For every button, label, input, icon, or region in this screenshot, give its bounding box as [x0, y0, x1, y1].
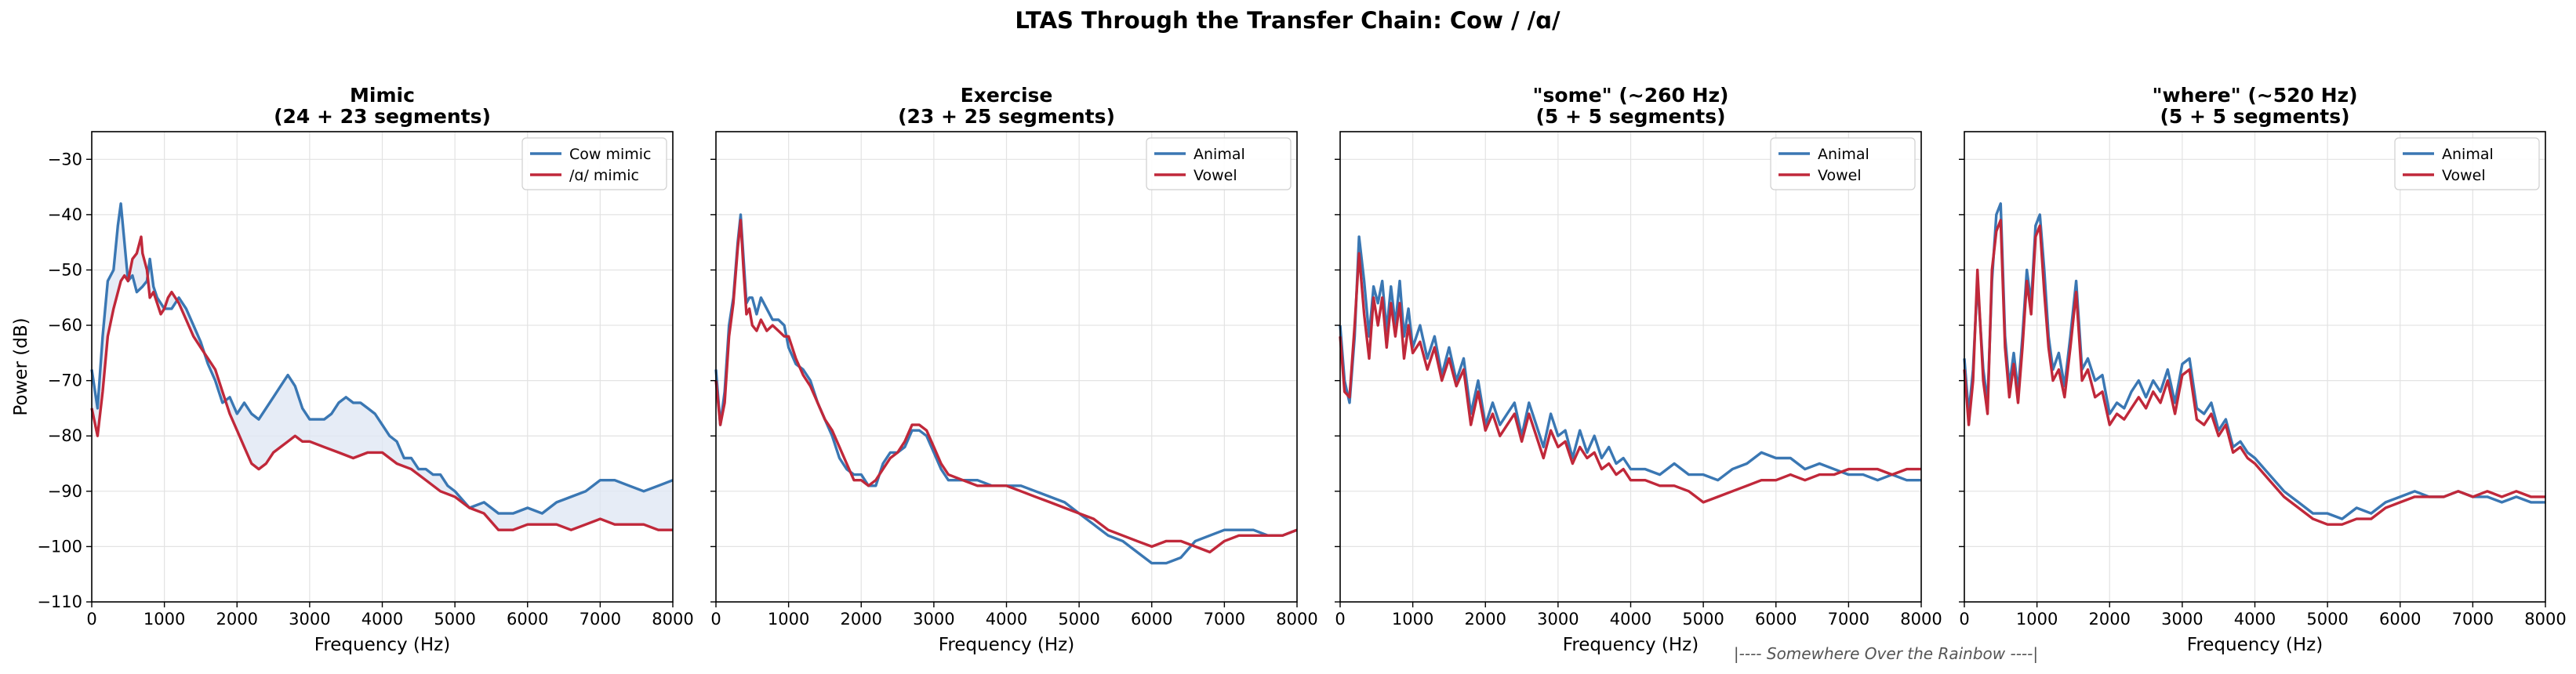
panel-title: "some" (~260 Hz): [1533, 84, 1729, 107]
panel-title: Exercise: [961, 84, 1053, 107]
x-tick-label: 7000: [1204, 610, 1245, 629]
chart-panel: 0 1000 2000 3000 4000 5000 6000 7000 8000 Exercis…: [710, 84, 1318, 655]
x-tick-label: 5000: [434, 610, 475, 629]
chart-panels: 0 1000 2000 3000 4000 5000 6000 7000 8000 −110 −10…: [11, 84, 2567, 655]
legend-box: [521, 137, 667, 190]
x-tick-label: 3000: [913, 610, 954, 629]
x-tick-label: 2000: [1465, 610, 1506, 629]
x-axis-label: Frequency (Hz): [314, 635, 450, 655]
series-line: [714, 219, 1298, 554]
y-tick-label: −90: [48, 482, 82, 501]
y-tick-label: −110: [37, 592, 82, 611]
x-tick-label: 0: [86, 610, 96, 629]
x-tick-label: 6000: [1131, 610, 1172, 629]
legend-box: [2394, 137, 2540, 190]
panel-subtitle: (5 + 5 segments): [2160, 105, 2349, 128]
legend-box: [1146, 137, 1292, 190]
series-line: [90, 235, 673, 531]
x-tick-label: 4000: [1610, 610, 1651, 629]
x-tick-label: 8000: [652, 610, 693, 629]
legend-label: Animal: [1818, 146, 1869, 163]
y-tick-label: −70: [48, 371, 82, 390]
figure-suptitle: LTAS Through the Transfer Chain: Cow / /…: [1015, 7, 1560, 34]
chart-panel: 0 1000 2000 3000 4000 5000 6000 7000 8000 −110 −10…: [11, 84, 694, 655]
x-axis-label: Frequency (Hz): [2187, 635, 2323, 655]
fill-between-area: [92, 203, 673, 531]
legend-label: Vowel: [1818, 167, 1862, 184]
y-tick-label: −50: [48, 260, 82, 279]
x-tick-label: 1000: [2016, 610, 2058, 629]
chart-panel: 0 1000 2000 3000 4000 5000 6000 7000 8000 "where"…: [1959, 84, 2567, 655]
y-axis-label: Power (dB): [11, 317, 31, 415]
x-tick-label: 0: [1959, 610, 1969, 629]
figure-footnote: |---- Somewhere Over the Rainbow ----|: [1734, 644, 2038, 663]
y-tick-label: −80: [48, 426, 82, 445]
x-tick-label: 8000: [1900, 610, 1942, 629]
legend-label: Cow mimic: [569, 146, 652, 163]
y-tick-label: −30: [48, 150, 82, 168]
x-tick-label: 2000: [2089, 610, 2131, 629]
x-tick-label: 2000: [216, 610, 258, 629]
legend: Cow mimic/ɑ/ mimic: [521, 137, 667, 190]
legend-label: Animal: [2442, 146, 2494, 163]
y-tick-label: −100: [37, 537, 82, 556]
x-tick-label: 1000: [768, 610, 809, 629]
panel-subtitle: (23 + 25 segments): [898, 105, 1115, 128]
legend-box: [1770, 137, 1916, 190]
x-tick-label: 6000: [2379, 610, 2421, 629]
x-tick-label: 6000: [507, 610, 548, 629]
legend-label: Animal: [1194, 146, 1245, 163]
y-tick-label: −40: [48, 205, 82, 224]
x-tick-label: 1000: [144, 610, 185, 629]
x-tick-label: 2000: [841, 610, 882, 629]
panel-title: "where" (~520 Hz): [2152, 84, 2357, 107]
x-tick-label: 8000: [2524, 610, 2566, 629]
x-tick-label: 5000: [1682, 610, 1724, 629]
legend: Animal Vowel: [1146, 137, 1292, 190]
panel-title: Mimic: [350, 84, 415, 107]
legend-label: /ɑ/ mimic: [569, 167, 639, 184]
y-tick-label: −60: [48, 316, 82, 335]
x-tick-label: 4000: [2234, 610, 2276, 629]
panel-subtitle: (5 + 5 segments): [1535, 105, 1725, 128]
series-line: [1339, 235, 1921, 482]
panel-subtitle: (24 + 23 segments): [274, 105, 491, 128]
x-tick-label: 4000: [362, 610, 403, 629]
x-tick-label: 7000: [2452, 610, 2494, 629]
x-axis-label: Frequency (Hz): [939, 635, 1074, 655]
x-axis-label: Frequency (Hz): [1563, 635, 1699, 655]
x-tick-label: 0: [710, 610, 721, 629]
legend-label: Vowel: [2442, 167, 2486, 184]
x-tick-label: 5000: [2306, 610, 2348, 629]
x-tick-label: 1000: [1392, 610, 1433, 629]
x-tick-label: 7000: [1828, 610, 1869, 629]
x-tick-label: 7000: [580, 610, 621, 629]
x-tick-label: 6000: [1755, 610, 1797, 629]
legend-label: Vowel: [1194, 167, 1237, 184]
x-tick-label: 8000: [1276, 610, 1317, 629]
series-line: [1963, 219, 2545, 526]
x-tick-label: 3000: [1537, 610, 1579, 629]
x-tick-label: 3000: [289, 610, 330, 629]
x-tick-label: 5000: [1058, 610, 1099, 629]
legend: Animal Vowel: [2394, 137, 2540, 190]
series-line: [1339, 252, 1921, 504]
x-tick-label: 3000: [2161, 610, 2203, 629]
x-tick-label: 0: [1335, 610, 1345, 629]
legend: Animal Vowel: [1770, 137, 1916, 190]
x-tick-label: 4000: [986, 610, 1027, 629]
series-line: [714, 213, 1298, 565]
chart-panel: 0 1000 2000 3000 4000 5000 6000 7000 8000 "some" …: [1335, 84, 1942, 655]
